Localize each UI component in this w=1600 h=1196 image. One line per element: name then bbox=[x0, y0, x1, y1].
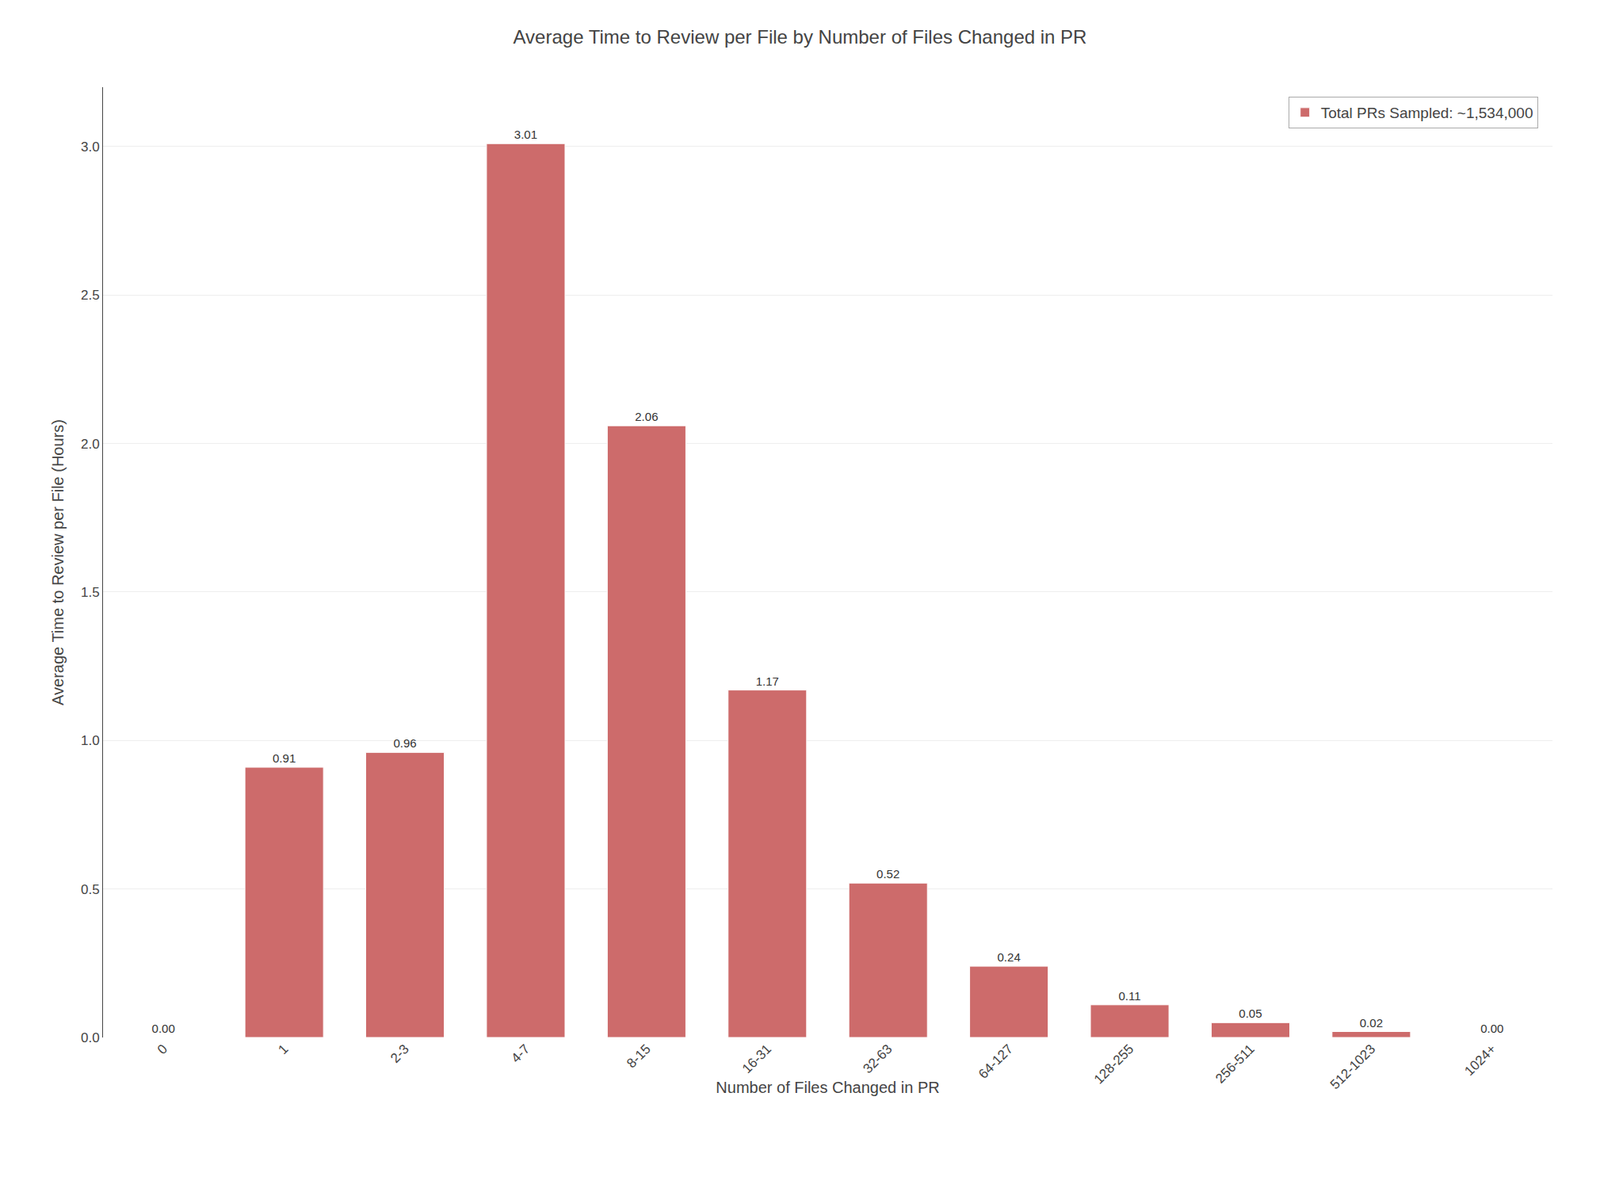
svg-text:1024+: 1024+ bbox=[1461, 1041, 1499, 1079]
svg-text:64-127: 64-127 bbox=[975, 1041, 1016, 1082]
svg-text:1.5: 1.5 bbox=[80, 584, 100, 600]
svg-text:0.52: 0.52 bbox=[876, 866, 900, 881]
svg-text:2.06: 2.06 bbox=[634, 409, 658, 424]
svg-text:Average Time to Review per Fil: Average Time to Review per File by Numbe… bbox=[513, 26, 1088, 48]
svg-text:4-7: 4-7 bbox=[507, 1041, 533, 1066]
svg-text:1.0: 1.0 bbox=[80, 733, 100, 749]
svg-text:0.05: 0.05 bbox=[1238, 1006, 1262, 1020]
svg-text:2-3: 2-3 bbox=[387, 1041, 413, 1066]
svg-text:0.91: 0.91 bbox=[272, 751, 296, 765]
svg-text:1.17: 1.17 bbox=[756, 674, 779, 688]
svg-text:0.11: 0.11 bbox=[1118, 989, 1141, 1003]
svg-text:3.01: 3.01 bbox=[514, 127, 538, 142]
svg-text:8-15: 8-15 bbox=[623, 1041, 653, 1071]
svg-text:0.00: 0.00 bbox=[152, 1021, 176, 1035]
svg-text:1: 1 bbox=[274, 1041, 291, 1058]
svg-text:3.0: 3.0 bbox=[80, 139, 100, 155]
svg-text:0.00: 0.00 bbox=[1480, 1021, 1504, 1035]
svg-text:2.5: 2.5 bbox=[80, 287, 100, 303]
svg-text:Total PRs Sampled: ~1,534,000: Total PRs Sampled: ~1,534,000 bbox=[1321, 104, 1534, 122]
svg-text:0.96: 0.96 bbox=[393, 736, 417, 750]
svg-text:0: 0 bbox=[154, 1041, 171, 1058]
svg-text:2.0: 2.0 bbox=[80, 436, 100, 452]
svg-text:32-63: 32-63 bbox=[859, 1041, 895, 1077]
svg-text:0.0: 0.0 bbox=[80, 1030, 100, 1046]
svg-text:128-255: 128-255 bbox=[1091, 1041, 1138, 1088]
svg-text:Number of Files Changed in PR: Number of Files Changed in PR bbox=[715, 1078, 940, 1096]
svg-text:512-1023: 512-1023 bbox=[1327, 1041, 1379, 1093]
svg-text:0.24: 0.24 bbox=[997, 950, 1021, 964]
svg-text:256-511: 256-511 bbox=[1212, 1041, 1258, 1087]
svg-text:Average Time to Review per Fil: Average Time to Review per File (Hours) bbox=[49, 419, 67, 706]
svg-text:0.5: 0.5 bbox=[80, 882, 100, 898]
svg-text:16-31: 16-31 bbox=[739, 1041, 775, 1077]
svg-text:0.02: 0.02 bbox=[1359, 1015, 1383, 1030]
